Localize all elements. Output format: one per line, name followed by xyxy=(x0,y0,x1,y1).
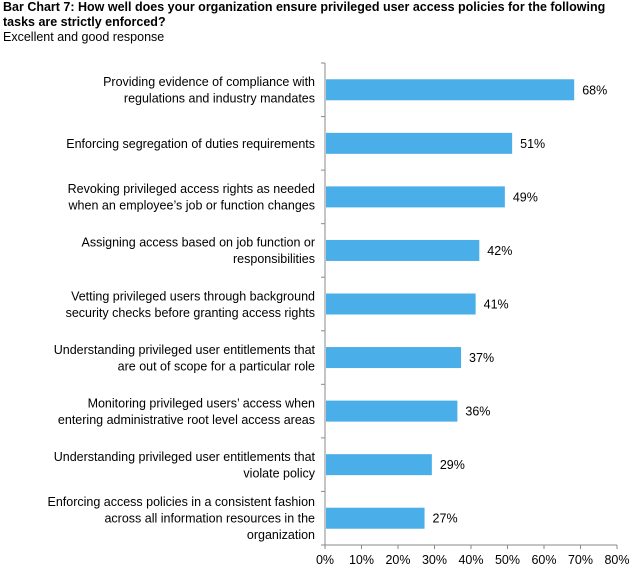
bar-value-label: 27% xyxy=(433,512,458,526)
bar-value-label: 41% xyxy=(484,298,509,312)
bar-value-label: 49% xyxy=(513,190,538,204)
bar-value-label: 68% xyxy=(582,83,607,97)
bar xyxy=(326,132,513,154)
category-label: Understanding privileged user entitlemen… xyxy=(54,343,316,374)
category-label: Assigning access based on job function o… xyxy=(82,236,315,267)
x-tick-label: 0% xyxy=(316,553,334,566)
category-label: Enforcing segregation of duties requirem… xyxy=(66,137,315,151)
bar xyxy=(326,186,505,208)
bar xyxy=(326,347,462,369)
chart-title: Bar Chart 7: How well does your organiza… xyxy=(3,0,606,29)
x-tick-label: 70% xyxy=(568,553,593,566)
bar xyxy=(326,293,476,315)
bar xyxy=(326,400,458,422)
bar xyxy=(326,507,425,529)
x-tick-label: 30% xyxy=(422,553,447,566)
x-tick-label: 10% xyxy=(349,553,374,566)
category-label: Understanding privileged user entitlemen… xyxy=(54,450,316,481)
x-tick-label: 80% xyxy=(604,553,629,566)
category-label: Monitoring privileged users’ access when… xyxy=(58,396,315,427)
bar xyxy=(326,239,480,261)
bar xyxy=(326,79,575,101)
x-tick-label: 50% xyxy=(495,553,520,566)
x-tick-label: 60% xyxy=(531,553,556,566)
bar-value-label: 29% xyxy=(440,458,465,472)
bar-value-label: 51% xyxy=(520,137,545,151)
bar-value-label: 36% xyxy=(465,405,490,419)
bar-value-label: 42% xyxy=(487,244,512,258)
x-tick-label: 40% xyxy=(458,553,483,566)
category-label: Providing evidence of compliance with reg… xyxy=(103,75,315,106)
category-label: Vetting privileged users through backgro… xyxy=(66,289,315,320)
x-tick-label: 20% xyxy=(385,553,410,566)
chart-subtitle: Excellent and good response xyxy=(3,30,165,44)
bar-value-label: 37% xyxy=(469,351,494,365)
bar xyxy=(326,454,432,476)
category-label: Enforcing access policies in a consisten… xyxy=(47,495,315,542)
category-label: Revoking privileged access rights as nee… xyxy=(68,182,316,213)
